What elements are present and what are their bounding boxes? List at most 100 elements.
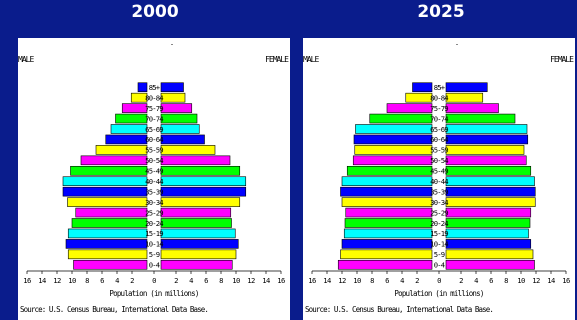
age-group-label: 30-34 — [145, 198, 163, 207]
age-group-label: 30-34 — [430, 198, 448, 207]
chart-title-2000: 2000 — [131, 2, 179, 22]
bar-male-55-59 — [354, 145, 433, 155]
bar-female-75-79 — [160, 103, 193, 113]
male-label: MALE — [303, 55, 319, 64]
bar-male-70-74 — [115, 113, 148, 124]
bar-male-5-9 — [67, 249, 148, 260]
age-group-label: 85+ — [149, 83, 161, 92]
age-group-label: 75-79 — [430, 104, 448, 113]
age-group-label: 15-19 — [430, 229, 448, 238]
x-tick-label: 10 — [517, 276, 525, 285]
x-tick-label: 2 — [130, 276, 134, 285]
bar-female-0-4 — [445, 259, 535, 270]
bar-male-50-54 — [80, 155, 148, 166]
bar-male-30-34 — [67, 197, 148, 207]
chart-title-2025: 2025 — [417, 2, 465, 22]
age-group-label: 0-4 — [149, 261, 160, 270]
bar-male-45-49 — [70, 165, 148, 176]
age-group-label: 25-29 — [430, 208, 448, 217]
bar-male-30-34 — [341, 197, 433, 207]
age-group-label: 5-9 — [149, 250, 160, 259]
bar-male-85+ — [412, 82, 433, 93]
age-group-label: 65-69 — [430, 125, 448, 134]
source-note: Source: U.S. Census Bureau, Internationa… — [305, 305, 494, 314]
bar-male-15-19 — [67, 228, 148, 239]
pyramid-panel-2000: MALE FEMALE 0-4 5-9 10-14 15-19 20-24 25-29 30… — [18, 38, 290, 320]
bar-female-55-59 — [445, 145, 525, 155]
bar-male-60-64 — [105, 134, 148, 145]
x-tick-label: 2 — [174, 276, 178, 285]
x-tick-label: 6 — [385, 276, 389, 285]
bar-female-35-39 — [160, 186, 247, 197]
bar-female-30-34 — [445, 197, 536, 207]
bar-male-15-19 — [343, 228, 433, 239]
age-group-label: 60-64 — [430, 135, 448, 144]
source-note: Source: U.S. Census Bureau, Internationa… — [20, 305, 209, 314]
bar-male-75-79 — [121, 103, 148, 113]
bar-female-35-39 — [445, 186, 536, 197]
age-group-label: 10-14 — [430, 240, 448, 249]
x-tick-label: 12 — [247, 276, 255, 285]
bar-female-20-24 — [445, 218, 531, 228]
bar-male-55-59 — [95, 145, 148, 155]
bar-male-75-79 — [386, 103, 433, 113]
x-tick-label: 12 — [532, 276, 540, 285]
bar-female-40-44 — [160, 176, 247, 187]
bar-female-30-34 — [160, 197, 241, 207]
age-group-label: 5-9 — [434, 250, 445, 259]
age-group-label: 25-29 — [145, 208, 163, 217]
bar-male-80-84 — [130, 92, 148, 103]
age-group-label: 55-59 — [145, 146, 163, 155]
bar-male-0-4 — [73, 259, 148, 270]
bar-female-50-54 — [445, 155, 527, 166]
pyramid-panel-2025: MALE FEMALE 0-4 5-9 10-14 15-19 20-24 25-29 30… — [303, 38, 575, 320]
male-label: MALE — [18, 55, 34, 64]
age-group-label: 75-79 — [145, 104, 163, 113]
bar-male-45-49 — [346, 165, 433, 176]
x-tick-label: 2 — [459, 276, 463, 285]
bar-female-25-29 — [445, 207, 532, 218]
bar-male-40-44 — [62, 176, 148, 187]
bar-male-20-24 — [344, 218, 433, 228]
age-group-label: 20-24 — [145, 219, 163, 228]
bar-male-65-69 — [110, 124, 148, 134]
age-group-label: 20-24 — [430, 219, 448, 228]
bar-female-15-19 — [160, 228, 236, 239]
x-tick-label: 2 — [415, 276, 419, 285]
x-axis-title: Population (in millions) — [109, 289, 199, 298]
center-mark — [171, 44, 173, 45]
age-group-label: 35-39 — [145, 187, 163, 196]
bar-male-40-44 — [341, 176, 433, 187]
x-tick-label: 4 — [189, 276, 193, 285]
x-tick-label: 6 — [100, 276, 104, 285]
bar-female-10-14 — [160, 239, 239, 249]
x-tick-label: 4 — [400, 276, 404, 285]
x-tick-label: 16 — [23, 276, 31, 285]
age-group-label: 50-54 — [145, 156, 163, 165]
bar-female-60-64 — [445, 134, 529, 145]
age-group-label: 80-84 — [145, 93, 163, 102]
bar-male-35-39 — [62, 186, 148, 197]
bar-male-65-69 — [355, 124, 433, 134]
x-tick-label: 10 — [68, 276, 76, 285]
bar-male-25-29 — [345, 207, 433, 218]
x-tick-label: 12 — [53, 276, 61, 285]
bar-female-45-49 — [160, 165, 241, 176]
x-tick-label: 8 — [504, 276, 508, 285]
x-tick-label: 16 — [277, 276, 285, 285]
x-tick-label: 16 — [308, 276, 316, 285]
bar-female-50-54 — [160, 155, 231, 166]
bar-female-70-74 — [445, 113, 516, 124]
x-tick-label: 6 — [204, 276, 208, 285]
age-group-label: 45-49 — [430, 167, 448, 176]
x-tick-label: 14 — [38, 276, 46, 285]
bar-female-5-9 — [160, 249, 237, 260]
bar-female-15-19 — [445, 228, 529, 239]
female-label: FEMALE — [550, 55, 574, 64]
bar-female-85+ — [160, 82, 184, 93]
bar-female-65-69 — [445, 124, 528, 134]
age-group-label: 45-49 — [145, 167, 163, 176]
age-group-label: 65-69 — [145, 125, 163, 134]
